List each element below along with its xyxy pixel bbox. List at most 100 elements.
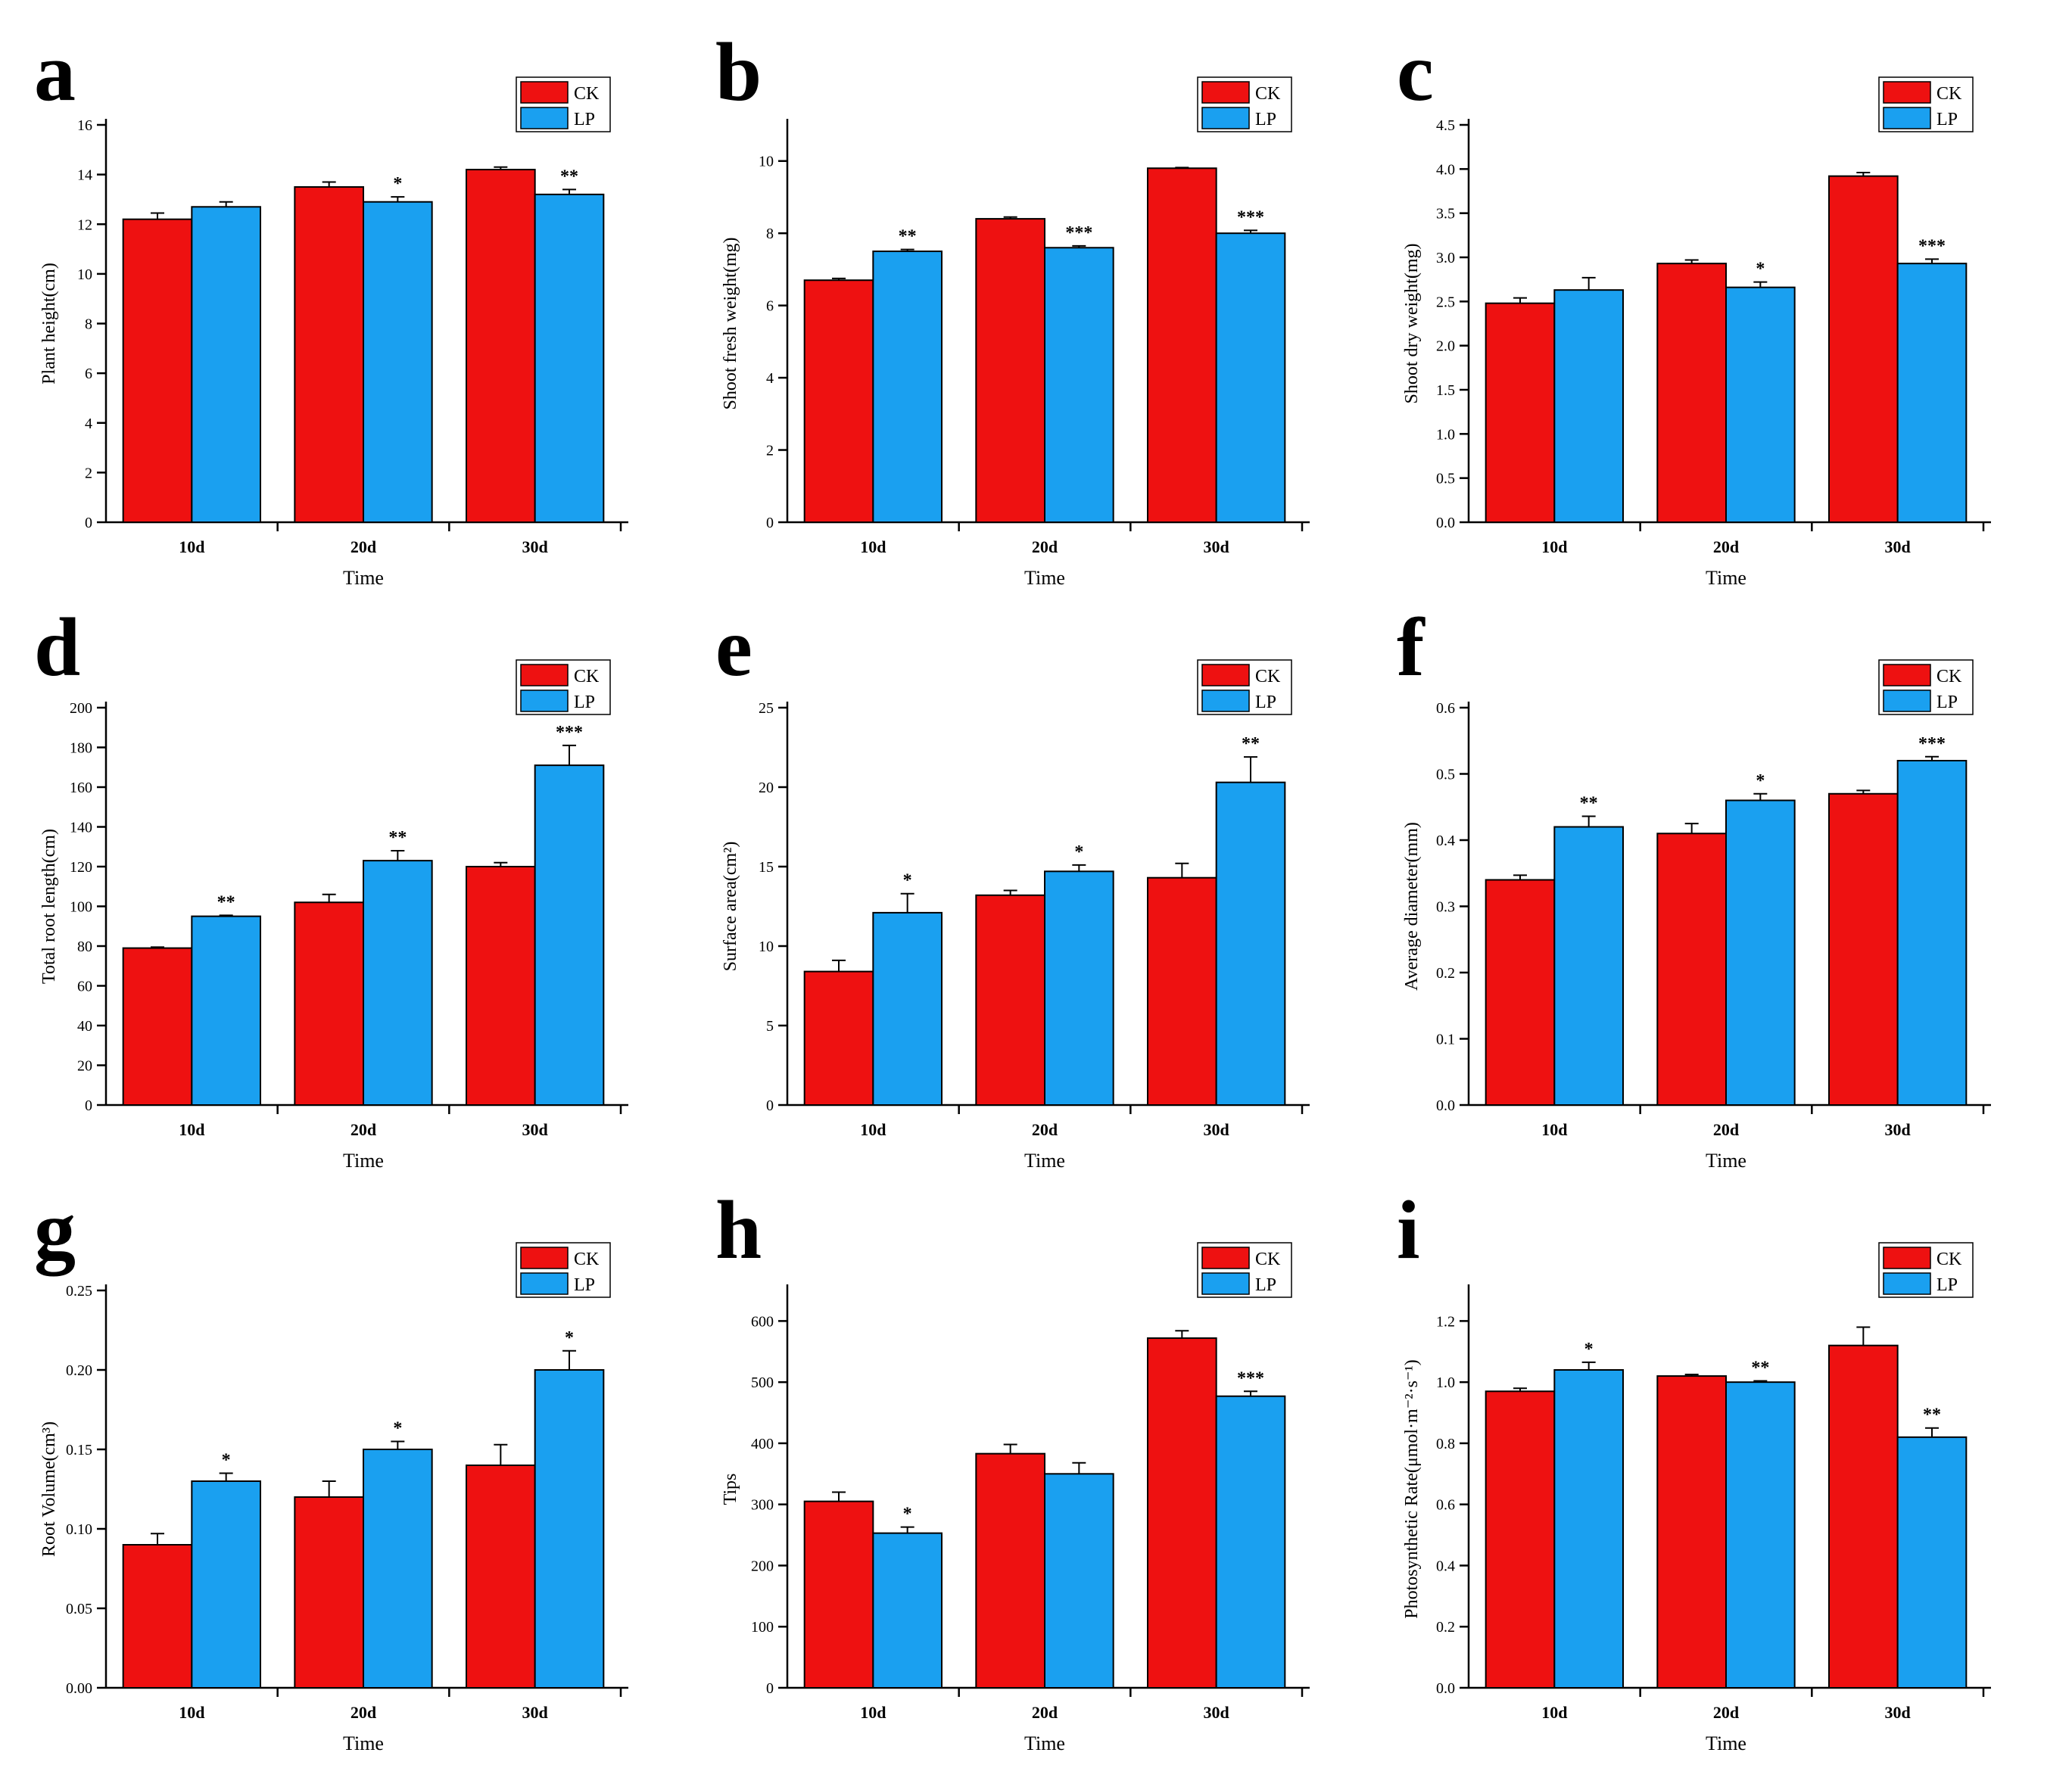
y-tick-label: 0.6 bbox=[1436, 700, 1455, 717]
y-tick-label: 10 bbox=[77, 266, 92, 283]
y-tick-label: 0 bbox=[766, 1097, 774, 1114]
significance-mark: *** bbox=[1237, 207, 1264, 227]
bar-ck bbox=[975, 1452, 1046, 1689]
y-tick-label: 0.20 bbox=[66, 1362, 92, 1379]
x-tick-label: 10d bbox=[179, 1703, 204, 1722]
chart-c: 0.0 0.5 1.0 1.5 2.0 2.5 3.0 3.5 4.0 4.5 10d 20d 30d T… bbox=[1402, 76, 1991, 589]
panel-d: d 0 20 40 60 80 100 120 140 160 180 200 10d 20d 30d Ti… bbox=[0, 598, 681, 1173]
y-tick-label: 0.0 bbox=[1436, 1097, 1455, 1114]
panel-letter-i: i bbox=[1397, 1184, 1420, 1276]
significance-mark: ** bbox=[1242, 734, 1260, 754]
bar-lp bbox=[1896, 263, 1968, 523]
significance-mark: * bbox=[393, 1419, 402, 1439]
y-tick-label: 12 bbox=[77, 216, 92, 233]
bar-ck bbox=[294, 901, 365, 1106]
y-tick-label: 500 bbox=[751, 1374, 774, 1391]
x-axis-title: Time bbox=[1024, 1732, 1065, 1754]
panel-letter-b: b bbox=[715, 26, 762, 118]
legend-swatch-ck bbox=[1883, 81, 1931, 104]
panel-i: i 0.0 0.2 0.4 0.6 0.8 1.0 1.2 10d 20d 30d Time Phot… bbox=[1363, 1181, 2044, 1761]
bar-lp bbox=[363, 1449, 433, 1689]
bar-ck bbox=[1485, 1390, 1556, 1689]
y-axis-title: Surface area(cm²) bbox=[721, 842, 740, 972]
bar-lp bbox=[1044, 870, 1114, 1106]
x-tick-label: 30d bbox=[522, 537, 548, 556]
y-tick-label: 2 bbox=[766, 443, 774, 459]
y-tick-label: 0.4 bbox=[1436, 833, 1455, 849]
panel-letter-e: e bbox=[715, 601, 752, 693]
y-tick-label: 10 bbox=[759, 154, 774, 170]
bar-ck bbox=[1147, 167, 1217, 523]
bar-lp bbox=[534, 1369, 605, 1689]
x-axis-title: Time bbox=[1024, 1150, 1065, 1172]
panel-f: f 0.0 0.1 0.2 0.3 0.4 0.5 0.6 10d 20d 30d Time Aver… bbox=[1363, 598, 2044, 1173]
y-tick-label: 4 bbox=[85, 416, 92, 432]
bar-lp bbox=[1725, 286, 1796, 523]
legend-swatch-lp bbox=[1201, 1272, 1250, 1295]
significance-mark: ** bbox=[1580, 794, 1598, 814]
x-axis-title: Time bbox=[343, 567, 384, 589]
legend-swatch-ck bbox=[520, 664, 569, 686]
y-tick-label: 0.4 bbox=[1436, 1558, 1455, 1574]
x-tick-label: 30d bbox=[1885, 1703, 1911, 1722]
x-tick-label: 30d bbox=[522, 1703, 548, 1722]
y-tick-label: 60 bbox=[77, 979, 92, 995]
significance-mark: * bbox=[903, 1505, 912, 1524]
y-tick-label: 0.0 bbox=[1436, 515, 1455, 531]
legend-label-lp: LP bbox=[1936, 110, 1958, 129]
bar-ck bbox=[1656, 263, 1728, 523]
bar-ck bbox=[294, 1496, 365, 1689]
panel-c: c 0.0 0.5 1.0 1.5 2.0 2.5 3.0 3.5 4.0 4.5 10d 20d 30… bbox=[1363, 15, 2044, 590]
legend-label-ck: CK bbox=[1255, 1250, 1281, 1269]
y-tick-label: 0.3 bbox=[1436, 899, 1455, 916]
y-tick-label: 2.0 bbox=[1436, 338, 1455, 355]
y-tick-label: 0.05 bbox=[66, 1601, 92, 1617]
chart-i: 0.0 0.2 0.4 0.6 0.8 1.0 1.2 10d 20d 30d Time Photos… bbox=[1402, 1242, 1991, 1754]
x-tick-label: 20d bbox=[1032, 1120, 1058, 1139]
bar-lp bbox=[363, 860, 433, 1106]
legend-frame bbox=[1878, 659, 1974, 715]
significance-mark: * bbox=[565, 1328, 574, 1348]
legend-label-ck: CK bbox=[1936, 1250, 1962, 1269]
x-tick-label: 10d bbox=[860, 537, 886, 556]
x-axis-title: Time bbox=[343, 1732, 384, 1754]
y-tick-label: 0.10 bbox=[66, 1521, 92, 1538]
legend-label-lp: LP bbox=[574, 693, 595, 712]
y-tick-label: 200 bbox=[751, 1558, 774, 1574]
y-tick-label: 15 bbox=[759, 859, 774, 876]
bar-ck bbox=[122, 218, 193, 523]
bar-lp bbox=[1044, 1473, 1114, 1689]
bar-ck bbox=[975, 894, 1046, 1106]
y-tick-label: 0.2 bbox=[1436, 1619, 1455, 1636]
bar-ck bbox=[294, 186, 365, 523]
legend-label-lp: LP bbox=[1255, 110, 1276, 129]
y-tick-label: 1.5 bbox=[1436, 382, 1455, 399]
y-axis-title: Total root length(cm) bbox=[39, 829, 59, 984]
bar-ck bbox=[1147, 1337, 1217, 1689]
y-tick-label: 14 bbox=[77, 167, 92, 184]
legend-swatch-ck bbox=[1883, 664, 1931, 686]
legend-swatch-ck bbox=[520, 1247, 569, 1269]
x-tick-label: 30d bbox=[1204, 537, 1229, 556]
y-tick-label: 2.5 bbox=[1436, 294, 1455, 310]
chart-e: 0 5 10 15 20 25 10d 20d 30d Time Surface area(cm²)… bbox=[721, 659, 1310, 1172]
significance-mark: * bbox=[1756, 771, 1765, 791]
bar-lp bbox=[534, 193, 605, 523]
y-tick-label: 1.2 bbox=[1436, 1313, 1455, 1330]
y-tick-label: 100 bbox=[70, 899, 92, 916]
y-tick-label: 1.0 bbox=[1436, 426, 1455, 443]
panel-h: h 0 100 200 300 400 500 600 10d 20d 30d Time Tips * *… bbox=[681, 1181, 1363, 1761]
x-axis-title: Time bbox=[343, 1150, 384, 1172]
bar-lp bbox=[191, 206, 261, 523]
x-tick-label: 30d bbox=[1204, 1120, 1229, 1139]
bar-lp bbox=[872, 251, 943, 523]
bar-ck bbox=[1656, 1375, 1728, 1689]
x-tick-label: 20d bbox=[351, 537, 376, 556]
significance-mark: ** bbox=[217, 892, 235, 912]
bar-ck bbox=[803, 970, 874, 1106]
legend-label-ck: CK bbox=[574, 1250, 600, 1269]
significance-mark: * bbox=[1074, 842, 1083, 862]
panel-letter-f: f bbox=[1397, 601, 1425, 693]
y-tick-label: 10 bbox=[759, 939, 774, 955]
